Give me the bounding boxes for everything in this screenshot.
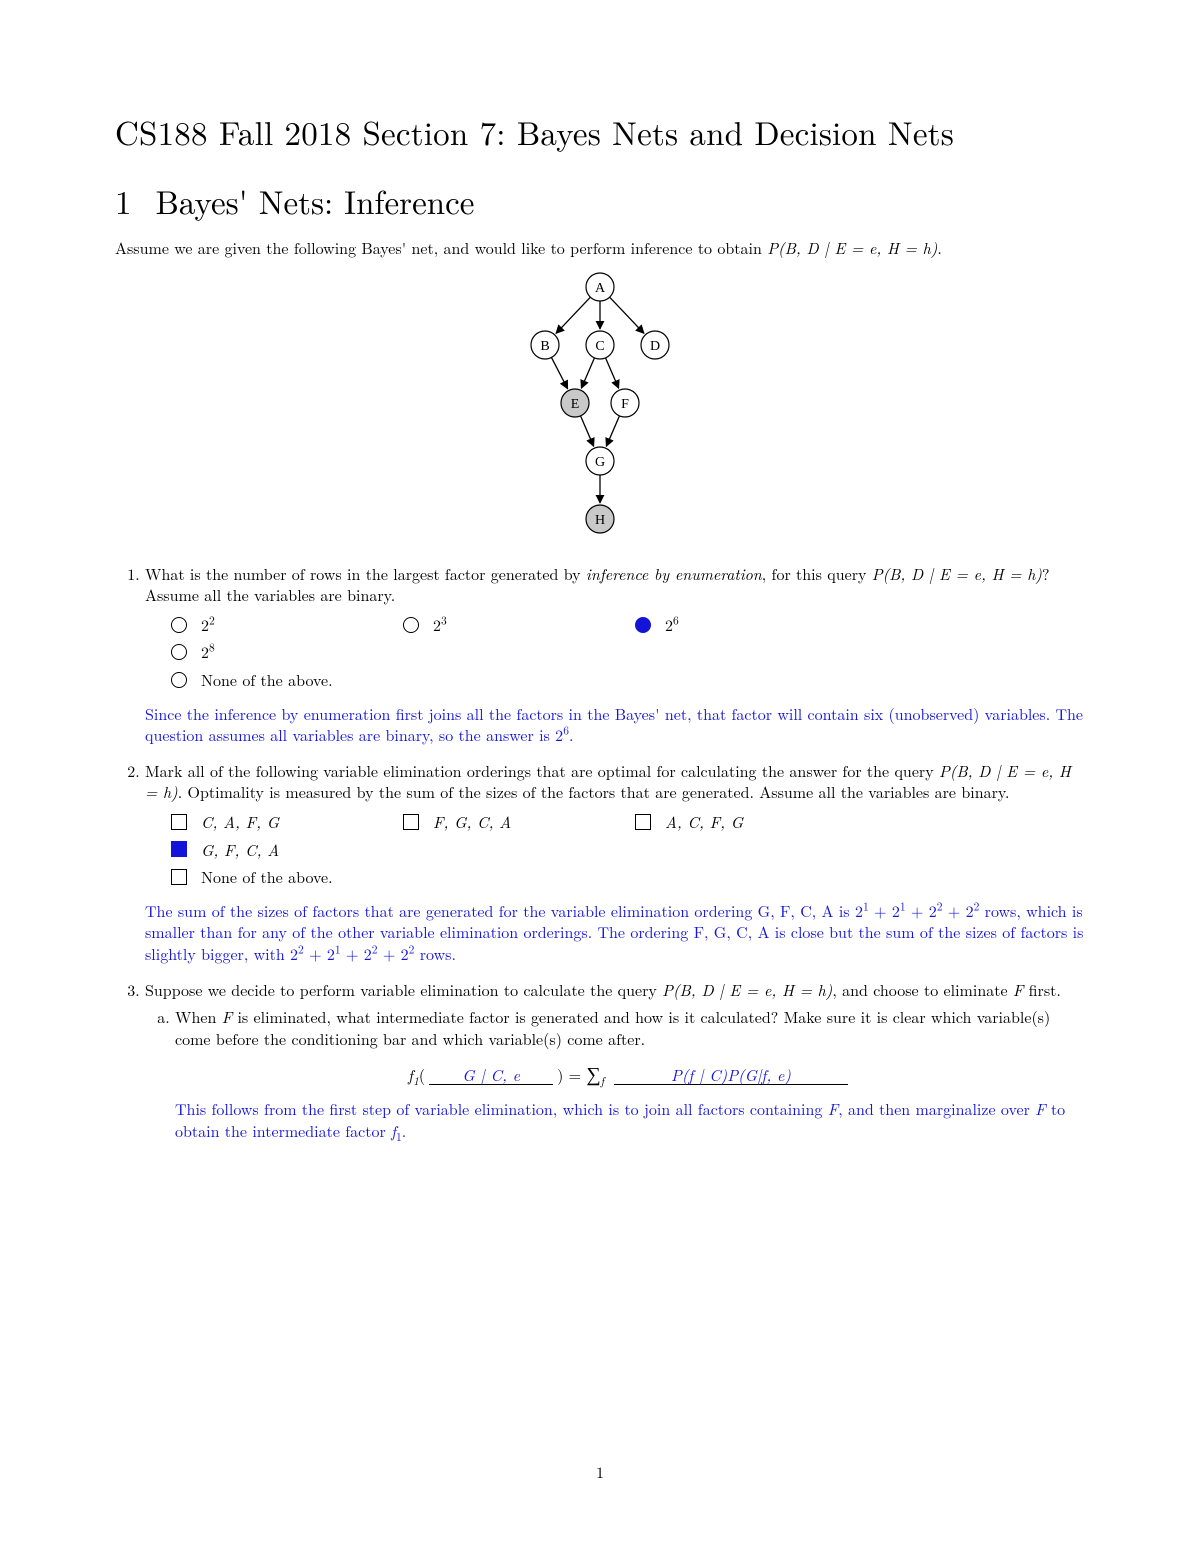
q3a-equation: f1(G | C, e) = ∑f P(f | C)P(G|f, e) [175,1059,1085,1086]
q1-text-b: , for this query [762,562,872,585]
q1-math: P(B, D | E = e, H = h) [872,562,1042,585]
doc-title: CS188 Fall 2018 Section 7: Bayes Nets an… [115,110,1085,155]
q3a-ans-var2: F [1035,1097,1045,1120]
checkbox-icon [171,869,187,885]
section-number: 1 [115,179,132,224]
eq-fill-1: G | C, e [429,1066,553,1085]
svg-text:D: D [650,339,660,354]
q2-none-label: None of the above. [201,866,333,888]
checkbox-icon [403,814,419,830]
radio-icon [403,617,419,633]
question-1: What is the number of rows in the larges… [145,563,1085,746]
q1-answer-b: . [569,723,573,746]
q2a-a: The sum of the sizes of factors that are… [145,899,863,922]
q2-answer: The sum of the sizes of factors that are… [145,900,1085,965]
q1-option-2[interactable]: 26 [635,614,867,636]
page-number: 1 [0,1461,1200,1483]
q2-option-none[interactable]: None of the above. [171,866,1085,888]
radio-icon [171,672,187,688]
q2a-m2: + 2 [906,899,937,922]
q3-text-a: Suppose we decide to perform variable el… [145,978,662,1001]
intro-math: P(B, D | E = e, H = h) [767,236,937,259]
q3-math: P(B, D | E = e, H = h) [662,978,832,1001]
q3a-q-a: When [175,1005,222,1028]
q2a-m3: + 2 [942,899,973,922]
q1-none-label: None of the above. [201,669,333,691]
intro-text-b: . [937,236,941,259]
q1-option-none[interactable]: None of the above. [171,669,1085,691]
q1-option-label: 28 [201,641,215,663]
q2a-m4: + 2 [304,942,335,965]
q2-option-1[interactable]: F, G, C, A [403,811,635,833]
q2a-c: rows. [414,942,455,965]
q2-text-a: Mark all of the following variable elimi… [145,759,939,782]
eq-sum: ∑ [586,1058,600,1087]
q2-option-2[interactable]: A, C, F, G [635,811,867,833]
question-3: Suppose we decide to perform variable el… [145,979,1085,1142]
q3-text-b: , and choose to eliminate [832,978,1013,1001]
svg-text:E: E [571,397,580,412]
q1-emph: inference by enumeration [586,562,762,585]
q1-option-1[interactable]: 23 [403,614,635,636]
q1-option-label: 22 [201,614,215,636]
q2-option-0[interactable]: C, A, F, G [171,811,403,833]
q1-options: 22 23 26 28 None of the above. [171,614,1085,697]
section-heading-text: Bayes' Nets: Inference [156,177,475,224]
q3a-ans-a: This follows from the first step of vari… [175,1097,828,1120]
section-heading: 1 Bayes' Nets: Inference [115,179,1085,224]
q2-option-label: C, A, F, G [201,811,279,833]
q1-option-0[interactable]: 22 [171,614,403,636]
q1-answer: Since the inference by enumeration first… [145,703,1085,746]
radio-icon [171,617,187,633]
q1-option-label: 23 [433,614,447,636]
eq-close: ) = [557,1063,586,1086]
q1-option-3[interactable]: 28 [171,641,403,663]
q3-var: F [1013,978,1023,1001]
q2-option-label: F, G, C, A [433,811,511,833]
checkbox-icon [635,814,651,830]
radio-icon [171,644,187,660]
question-2: Mark all of the following variable elimi… [145,760,1085,965]
q2-text-b: . Optimality is measured by the sum of t… [178,780,1010,803]
q3a-var: F [222,1005,232,1028]
q3a-ans-var: F [828,1097,838,1120]
checkbox-icon [171,814,187,830]
bayes-net-svg: A B C D E F G H [495,269,705,545]
checkbox-icon [171,841,187,857]
question-3a: When F is eliminated, what intermediate … [175,1006,1085,1141]
q3a-answer: This follows from the first step of vari… [175,1098,1085,1141]
eq-sum-sub: f [601,1074,605,1090]
eq-fill-2: P(f | C)P(G|f, e) [614,1066,848,1085]
svg-text:H: H [595,513,605,528]
q2-option-3[interactable]: G, F, C, A [171,839,403,861]
q1-answer-a: Since the inference by enumeration first… [145,702,1083,747]
q2-options: C, A, F, G F, G, C, A A, C, F, G G, F, C, A… [171,811,1085,894]
q2a-m1: + 2 [869,899,900,922]
bayes-net-diagram: A B C D E F G H [115,269,1085,545]
svg-text:C: C [595,339,604,354]
q3a-q-b: is eliminated, what intermediate factor … [175,1005,1050,1050]
q2-option-label: G, F, C, A [201,839,279,861]
q3a-ans-b: , and then marginalize over [838,1097,1035,1120]
q3-text-c: first. [1023,978,1060,1001]
eq-open: ( [419,1063,425,1086]
q2a-m5: + 2 [341,942,372,965]
svg-text:F: F [621,397,629,412]
q2a-m6: + 2 [378,942,409,965]
q2-option-label: A, C, F, G [665,811,743,833]
intro-text-a: Assume we are given the following Bayes'… [115,236,767,259]
q1-text-a: What is the number of rows in the larges… [145,562,586,585]
radio-icon [635,617,651,633]
svg-text:A: A [595,281,606,296]
q3a-ans-d: . [402,1119,406,1142]
svg-text:G: G [595,455,605,470]
q1-option-label: 26 [665,614,679,636]
svg-text:B: B [540,339,549,354]
intro-paragraph: Assume we are given the following Bayes'… [115,237,1085,259]
